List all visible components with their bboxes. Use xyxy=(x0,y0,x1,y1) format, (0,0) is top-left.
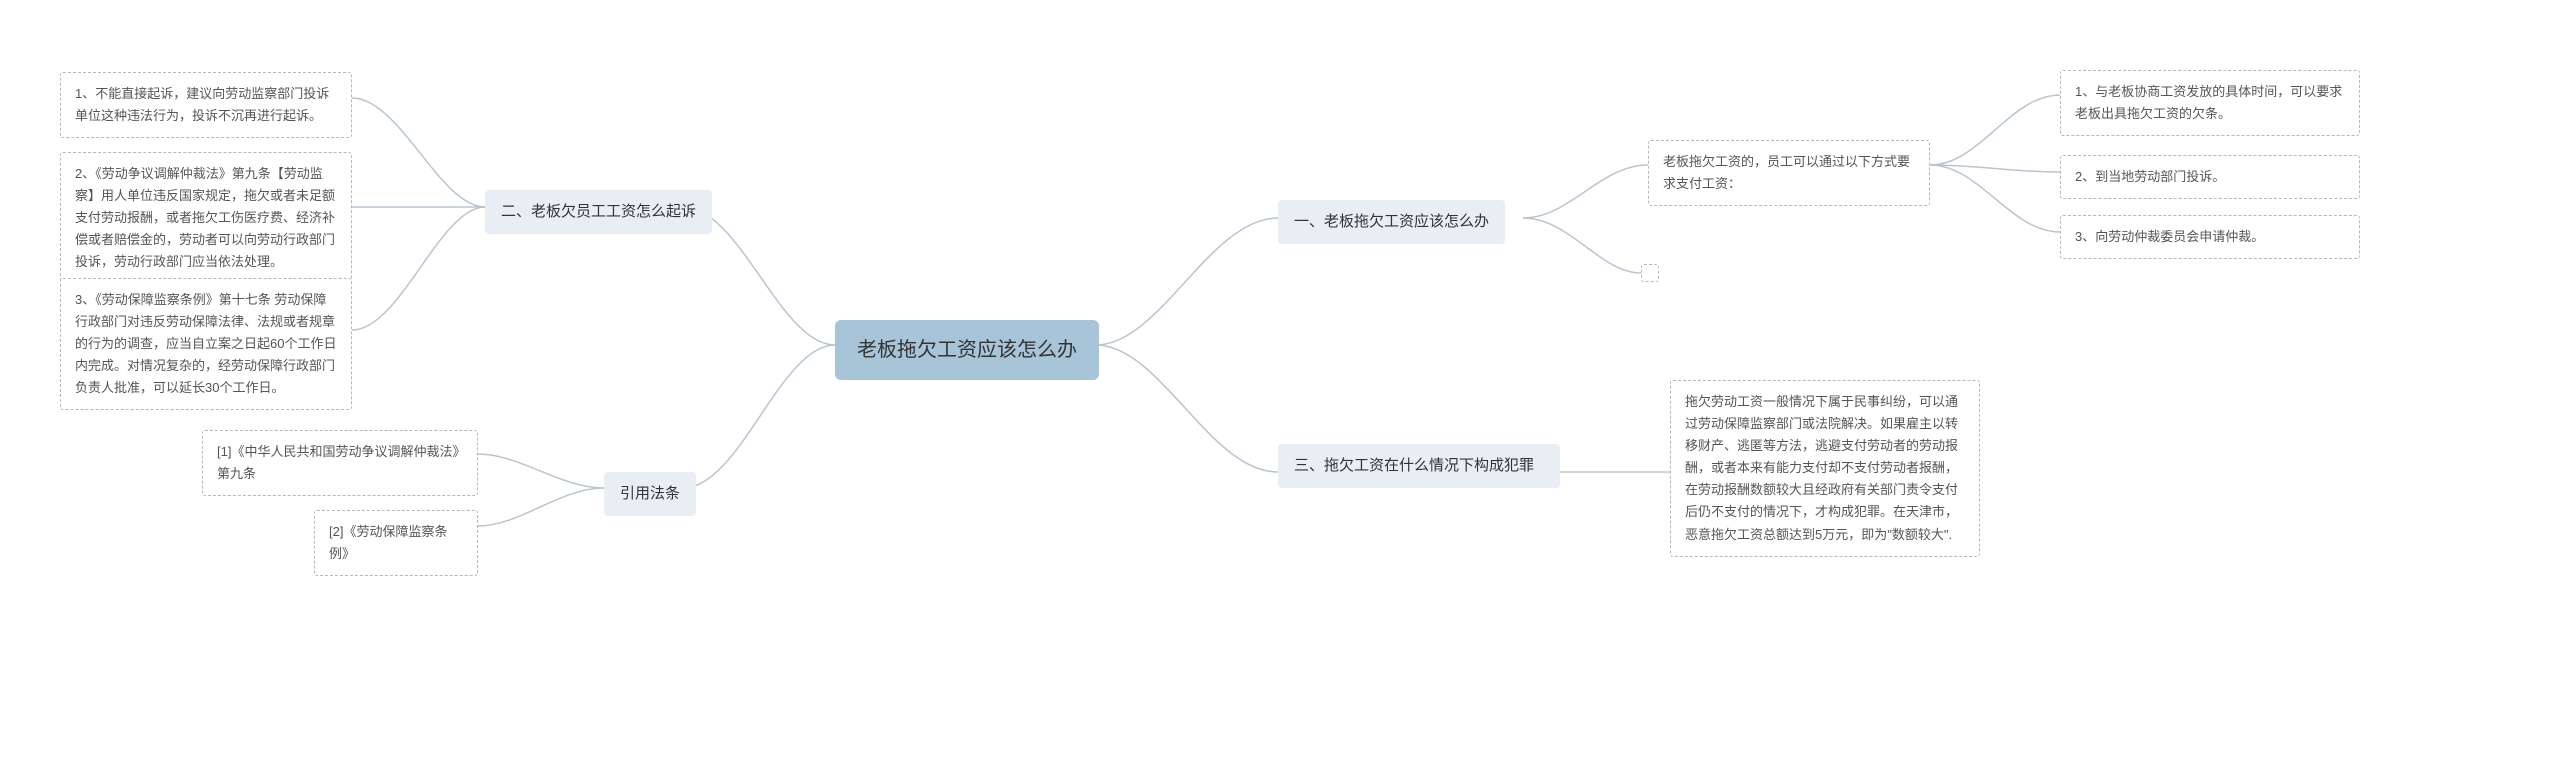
branch-2-item-3: 3、《劳动保障监察条例》第十七条 劳动保障行政部门对违反劳动保障法律、法规或者规… xyxy=(60,278,352,410)
branch-4-item-2: [2]《劳动保障监察条例》 xyxy=(314,510,478,576)
branch-1-item-3: 3、向劳动仲裁委员会申请仲裁。 xyxy=(2060,215,2360,259)
branch-4[interactable]: 引用法条 xyxy=(604,472,696,516)
branch-2[interactable]: 二、老板欠员工工资怎么起诉 xyxy=(485,190,712,234)
branch-1[interactable]: 一、老板拖欠工资应该怎么办 xyxy=(1278,200,1505,244)
root-node[interactable]: 老板拖欠工资应该怎么办 xyxy=(835,320,1099,380)
branch-2-item-2: 2、《劳动争议调解仲裁法》第九条【劳动监察】用人单位违反国家规定，拖欠或者未足额… xyxy=(60,152,352,284)
branch-1-item-1: 1、与老板协商工资发放的具体时间，可以要求老板出具拖欠工资的欠条。 xyxy=(2060,70,2360,136)
branch-4-item-1: [1]《中华人民共和国劳动争议调解仲裁法》第九条 xyxy=(202,430,478,496)
branch-2-item-1: 1、不能直接起诉，建议向劳动监察部门投诉单位这种违法行为，投诉不沉再进行起诉。 xyxy=(60,72,352,138)
branch-1-item-2: 2、到当地劳动部门投诉。 xyxy=(2060,155,2360,199)
branch-3-text: 拖欠劳动工资一般情况下属于民事纠纷，可以通过劳动保障监察部门或法院解决。如果雇主… xyxy=(1670,380,1980,557)
branch-1-stub xyxy=(1641,264,1659,282)
branch-1-intro: 老板拖欠工资的，员工可以通过以下方式要求支付工资： xyxy=(1648,140,1930,206)
branch-3[interactable]: 三、拖欠工资在什么情况下构成犯罪 xyxy=(1278,444,1560,488)
